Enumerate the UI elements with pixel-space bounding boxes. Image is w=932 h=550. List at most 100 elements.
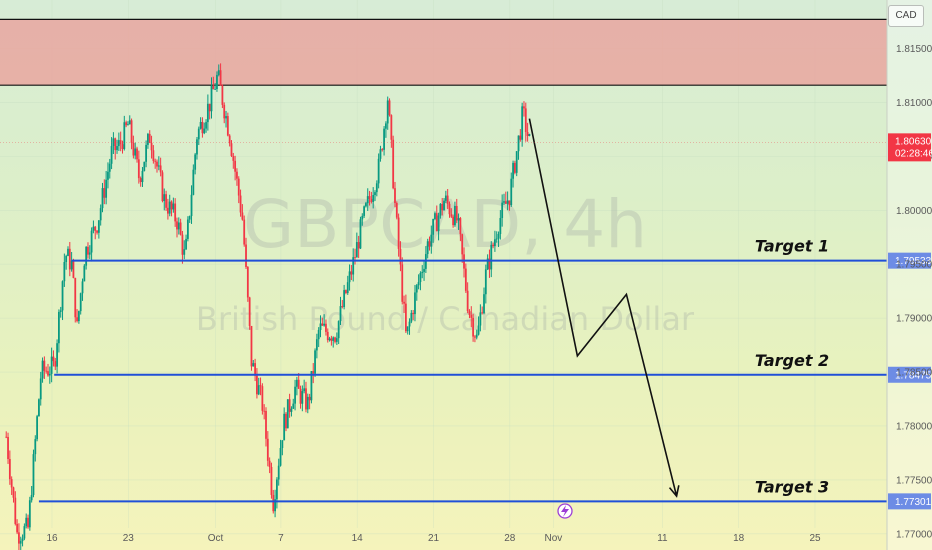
projection-path-layer	[528, 118, 680, 498]
candle-body	[504, 201, 507, 204]
time-tick-label: 14	[352, 533, 364, 544]
candle-body	[263, 410, 266, 412]
time-tick-label: 28	[504, 533, 516, 544]
time-tick-label: 18	[733, 533, 745, 544]
candle-body	[170, 201, 173, 210]
candle-body	[457, 218, 460, 221]
candle-body	[130, 120, 133, 143]
candle-body	[261, 386, 264, 411]
candles-layer	[5, 63, 531, 550]
candle-body	[392, 139, 395, 189]
candle-body	[210, 85, 213, 112]
candle-body	[72, 260, 75, 278]
candle-body	[16, 523, 19, 533]
candle-body	[334, 337, 336, 342]
candle-body	[123, 122, 126, 150]
target-label: Target 2	[755, 351, 829, 370]
candle-body	[156, 161, 158, 167]
candle-body	[468, 311, 471, 315]
candle-body	[448, 203, 451, 215]
candle-body	[177, 222, 180, 230]
candle-body	[8, 459, 11, 480]
target-price-label: 1.78475	[895, 370, 932, 381]
currency-badge[interactable]: CAD	[888, 5, 924, 27]
candle-body	[103, 188, 106, 198]
candle-body	[245, 244, 247, 268]
candle-body	[81, 281, 84, 294]
candle-body	[363, 206, 366, 216]
candle-body	[63, 262, 66, 282]
candle-body	[412, 312, 415, 315]
candle-body	[225, 116, 227, 119]
time-tick-label: 23	[123, 533, 135, 544]
time-axis[interactable]: 16 23 Oct 7 14 21 28 Nov 11 18 25	[46, 533, 821, 544]
candle-body	[239, 195, 242, 213]
candle-body	[494, 239, 496, 247]
candle-body	[434, 213, 436, 219]
candle-body	[510, 178, 513, 206]
current-price-label: 1.80630	[895, 136, 932, 147]
candle-body	[454, 205, 456, 226]
candle-body	[426, 241, 429, 255]
candle-body	[305, 388, 307, 410]
candle-body	[76, 317, 78, 322]
candle-body	[226, 116, 229, 136]
candle-body	[47, 371, 49, 376]
candle-body	[490, 244, 493, 270]
candle-body	[281, 440, 284, 449]
candle-body	[48, 373, 51, 376]
target-label: Target 3	[755, 477, 829, 496]
candle-body	[28, 500, 31, 528]
candle-body	[277, 465, 280, 480]
candle-body	[517, 135, 520, 152]
candle-body	[59, 310, 62, 312]
event-marker-layer	[557, 503, 573, 519]
candle-body	[127, 124, 129, 126]
candle-body	[475, 334, 478, 338]
candle-body	[352, 257, 355, 275]
candle-body	[455, 205, 458, 221]
candle-body	[437, 215, 440, 232]
candle-body	[87, 246, 89, 255]
candle-body	[466, 290, 469, 312]
candle-body	[27, 517, 29, 528]
candle-body	[359, 219, 362, 249]
candle-body	[483, 294, 485, 314]
candle-body	[299, 388, 302, 404]
candle-body	[528, 134, 531, 136]
candle-body	[319, 323, 322, 330]
candle-body	[74, 277, 77, 318]
candle-body	[18, 532, 20, 544]
candle-body	[301, 391, 304, 404]
candle-body	[450, 214, 453, 217]
time-tick-label: Nov	[545, 533, 563, 544]
candle-body	[441, 203, 444, 211]
candle-body	[404, 303, 407, 332]
candle-body	[14, 497, 17, 524]
candle-body	[297, 379, 300, 389]
candle-body	[185, 238, 187, 250]
candle-body	[472, 317, 475, 337]
candle-body	[461, 234, 464, 255]
candle-body	[439, 203, 442, 216]
candle-body	[183, 249, 186, 255]
candle-body	[136, 148, 138, 160]
target-price-box	[888, 493, 931, 510]
candle-body	[348, 271, 351, 283]
candle-body	[428, 241, 431, 247]
time-tick-label: 21	[428, 533, 440, 544]
price-tick-label: 1.78000	[896, 421, 932, 432]
candle-body	[65, 255, 68, 263]
candle-body	[45, 370, 48, 372]
candle-body	[7, 436, 9, 460]
candle-body	[152, 150, 155, 161]
candle-body	[354, 257, 356, 258]
candle-body	[230, 143, 233, 156]
candle-body	[168, 201, 171, 214]
candle-body	[5, 436, 8, 438]
candle-body	[339, 306, 342, 322]
current-price-box	[888, 133, 931, 162]
